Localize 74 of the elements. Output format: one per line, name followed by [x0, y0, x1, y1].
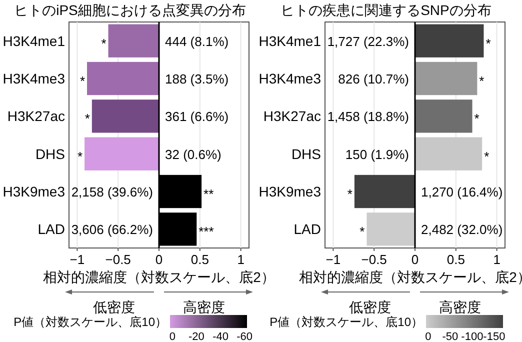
annotation: 444 (8.1%) [165, 34, 229, 49]
color-bar-label: 0 [169, 331, 176, 342]
x-tick-label: 1 [237, 252, 244, 267]
bar [415, 62, 478, 96]
x-tick-label: 0.5 [446, 252, 465, 267]
y-tick-label: H3K27ac [7, 108, 65, 124]
x-tick-label: 0 [155, 252, 163, 267]
annotation: 150 (1.9%) [345, 146, 409, 162]
annotation: 2,482 (32.0%) [421, 222, 503, 238]
color-bar-label: -20 [188, 331, 204, 342]
y-tick-label: H3K4me1 [2, 32, 66, 49]
annotation: * [84, 111, 90, 126]
annotation: ** [204, 186, 214, 202]
y-tick-label: LAD [38, 221, 65, 238]
text: 低密度 [93, 299, 135, 315]
annotation: 32 (0.6%) [165, 146, 222, 162]
bar [415, 24, 484, 58]
annotation: * [479, 74, 484, 88]
annotation: * [474, 111, 480, 126]
color-bar-label: -100 [461, 331, 484, 342]
chart-title: ヒトのiPS細胞における点変異の分布 [14, 2, 246, 18]
annotation: * [347, 186, 352, 202]
text: 高密度 [439, 299, 481, 315]
annotation: *** [198, 224, 214, 240]
text: 高密度 [183, 299, 225, 315]
annotation: * [484, 148, 490, 164]
bar [84, 137, 159, 170]
y-tick-label: DHS [291, 146, 321, 162]
y-tick-label: H3K9me3 [2, 184, 66, 200]
annotation: 2,158 (39.6%) [71, 184, 153, 200]
text: 低密度 [349, 299, 391, 315]
bar [87, 62, 159, 96]
annotation: * [77, 148, 83, 164]
annotation: * [360, 224, 365, 240]
y-tick-label: H3K4me3 [2, 70, 66, 86]
annotation: 3,606 (66.2%) [71, 222, 153, 238]
bar [108, 24, 159, 58]
annotation: * [101, 36, 106, 51]
x-axis-title: 相対的濃縮度（対数スケール、底2） [43, 269, 275, 285]
y-tick-label: H3K4me1 [258, 32, 322, 49]
y-tick-label: LAD [294, 221, 321, 238]
annotation: * [486, 36, 491, 51]
color-bar-label: -40 [212, 331, 228, 342]
y-tick-label: H3K27ac [263, 108, 321, 124]
color-bar-label: -60 [236, 331, 253, 342]
color-bar-label: 0 [425, 331, 432, 342]
x-tick-label: −1 [326, 252, 341, 267]
annotation: 1,270 (16.4%) [421, 184, 503, 200]
annotation: 1,727 (22.3%) [327, 34, 409, 49]
x-tick-label: 0.5 [190, 252, 209, 267]
x-tick-label: −0.5 [105, 252, 131, 267]
color-bar-title: P値（対数スケール、底10） [14, 315, 167, 329]
y-tick-label: H3K9me3 [258, 184, 322, 200]
color-bar-label: -150 [483, 331, 506, 342]
color-bar-label: -50 [442, 331, 458, 342]
bar [354, 174, 415, 208]
x-axis-title: 相対的濃縮度（対数スケール、底2） [299, 269, 522, 285]
x-tick-label: −0.5 [361, 252, 387, 267]
annotation: * [80, 74, 85, 88]
annotation: 361 (6.6%) [165, 109, 229, 124]
y-tick-label: DHS [35, 146, 65, 162]
bar [92, 100, 159, 133]
annotation: 188 (3.5%) [165, 72, 229, 86]
annotation: 1,458 (18.8%) [327, 109, 409, 124]
x-tick-label: 1 [493, 252, 500, 267]
bar [366, 212, 415, 246]
bar [415, 137, 482, 170]
x-tick-label: 0 [411, 252, 419, 267]
x-tick-label: −1 [70, 252, 85, 267]
bar [415, 100, 472, 133]
chart-title: ヒトの疾患に関連するSNPの分布 [280, 2, 492, 18]
annotation: 826 (10.7%) [338, 72, 409, 86]
y-tick-label: H3K4me3 [258, 70, 322, 86]
color-bar-title: P値（対数スケール、底10） [270, 315, 423, 329]
